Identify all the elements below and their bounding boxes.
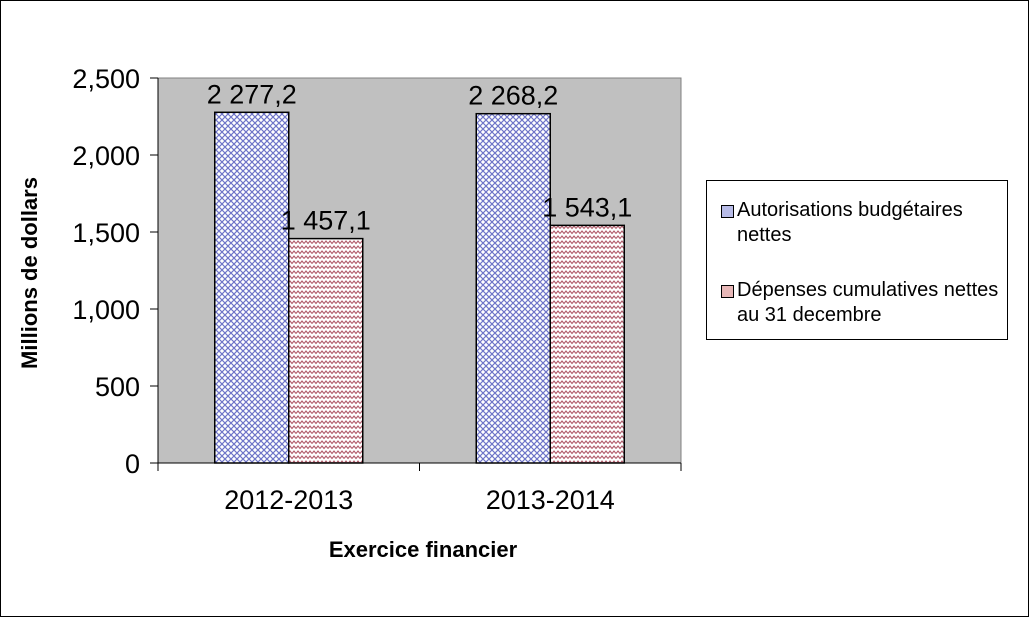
legend-swatch-depenses <box>721 285 734 298</box>
bar-autorisations-2013-2014 <box>475 112 551 464</box>
bar-autorisations-2012-2013 <box>214 111 290 464</box>
y-axis-title: Millions de dollars <box>17 177 42 369</box>
legend-item-depenses: Dépenses cumulatives nettes au 31 decemb… <box>721 278 1001 328</box>
legend-label-depenses: Dépenses cumulatives nettes au 31 decemb… <box>737 279 999 326</box>
bar-depenses-2013-2014 <box>549 224 625 464</box>
x-axis: 2012-2013 2013-2014 <box>157 462 682 515</box>
y-tick-label: 1,000 <box>72 295 140 325</box>
legend: Autorisations budgétaires nettes Dépense… <box>706 180 1008 340</box>
legend-label-autorisations: Autorisations budgétaires nettes <box>737 199 963 246</box>
data-label: 2 268,2 <box>468 81 558 111</box>
legend-swatch-autorisations <box>721 205 734 218</box>
y-tick-label: 500 <box>95 372 140 402</box>
legend-item-autorisations: Autorisations budgétaires nettes <box>721 198 1001 248</box>
y-axis: 0 500 1,000 1,500 2,000 2,500 <box>72 64 159 479</box>
data-label: 1 457,1 <box>281 206 371 236</box>
y-tick-label: 0 <box>125 449 140 479</box>
data-labels: 2 277,2 1 457,1 2 268,2 1 543,1 <box>207 79 633 235</box>
bars <box>214 111 625 464</box>
y-tick-label: 2,000 <box>72 141 140 171</box>
x-axis-title: Exercice financier <box>329 537 518 562</box>
data-label: 1 543,1 <box>542 192 632 222</box>
y-tick-label: 2,500 <box>72 64 140 94</box>
data-label: 2 277,2 <box>207 79 297 109</box>
bar-depenses-2012-2013 <box>288 237 364 464</box>
y-tick-label: 1,500 <box>72 218 140 248</box>
x-tick-label: 2013-2014 <box>486 485 615 515</box>
x-tick-label: 2012-2013 <box>224 485 353 515</box>
